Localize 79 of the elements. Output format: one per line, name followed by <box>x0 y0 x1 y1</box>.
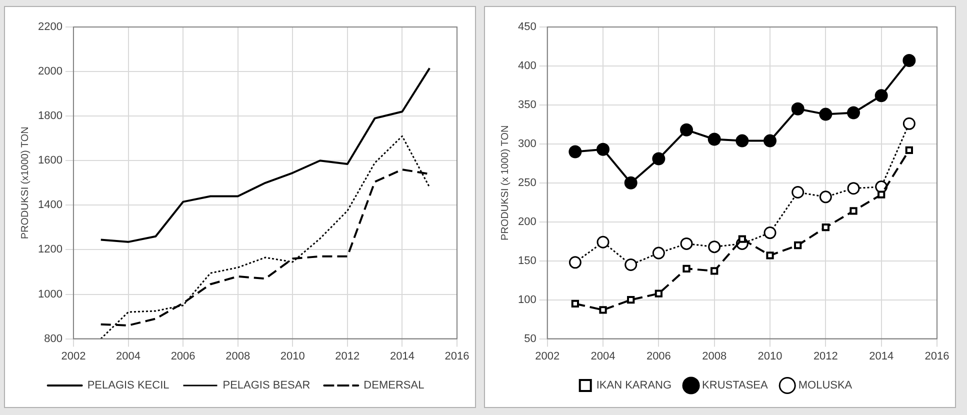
point <box>596 142 610 156</box>
legend-label: PELAGIS KECIL <box>87 380 170 392</box>
point <box>764 134 777 148</box>
point <box>599 306 607 314</box>
legend-label: MOLUSKA <box>798 380 853 392</box>
x-tick-label: 2010 <box>280 350 305 362</box>
point <box>736 134 749 148</box>
y-tick-label: 250 <box>518 176 536 189</box>
point <box>847 182 860 195</box>
point <box>624 176 638 190</box>
point <box>792 186 804 199</box>
legend-label: DEMERSAL <box>364 380 424 392</box>
x-tick-label: 2012 <box>335 350 360 362</box>
x-tick-label: 2016 <box>924 350 950 362</box>
point <box>766 252 774 260</box>
x-tick-label: 2008 <box>226 350 250 362</box>
point <box>902 54 916 68</box>
x-tick-label: 2006 <box>170 350 196 362</box>
y-tick-label: 1200 <box>38 244 62 256</box>
point <box>738 235 746 243</box>
y-tick-label: 350 <box>518 98 536 111</box>
point <box>682 264 690 272</box>
point <box>905 146 913 154</box>
x-tick-label: 2002 <box>61 350 86 362</box>
x-tick-label: 2004 <box>590 350 616 362</box>
point <box>652 246 665 260</box>
y-axis-title: PRODUKSI (x1000) TON <box>20 126 31 240</box>
y-tick-label: 800 <box>44 332 62 345</box>
y-tick-label: 2000 <box>38 66 62 78</box>
y-tick-label: 150 <box>518 254 536 267</box>
legend-label: KRUSTASEA <box>702 380 769 392</box>
point <box>819 190 832 204</box>
point <box>791 102 804 116</box>
point <box>794 241 802 250</box>
point <box>874 89 888 102</box>
point <box>568 145 582 158</box>
point <box>680 237 693 250</box>
point <box>710 267 718 275</box>
point <box>624 258 638 271</box>
y-tick-label: 450 <box>518 21 536 34</box>
point <box>596 236 610 248</box>
point <box>819 108 832 121</box>
point <box>850 207 858 215</box>
x-tick-label: 2014 <box>390 350 414 362</box>
point <box>847 106 860 120</box>
point <box>627 296 635 304</box>
point <box>568 256 582 269</box>
point <box>571 300 580 308</box>
point <box>822 224 830 232</box>
y-tick-label: 400 <box>518 60 536 72</box>
y-tick-label: 200 <box>518 216 536 228</box>
point <box>708 240 721 254</box>
y-tick-label: 1800 <box>38 110 62 122</box>
x-tick-label: 2012 <box>813 350 838 362</box>
y-tick-label: 1600 <box>38 154 62 167</box>
x-tick-label: 2002 <box>535 350 560 362</box>
point <box>708 132 721 146</box>
x-tick-label: 2016 <box>444 350 470 362</box>
x-tick-label: 2006 <box>646 350 671 362</box>
point <box>680 123 694 136</box>
point <box>878 190 886 198</box>
y-axis-title: PRODUKSI (x 1000) TON <box>500 125 511 241</box>
x-tick-label: 2008 <box>702 350 727 362</box>
point <box>652 152 666 166</box>
y-tick-label: 1400 <box>38 199 62 212</box>
y-tick-label: 2200 <box>38 21 62 34</box>
y-tick-label: 300 <box>518 138 536 150</box>
x-tick-label: 2010 <box>758 350 782 362</box>
point <box>902 117 916 130</box>
line-series <box>100 135 430 339</box>
point <box>654 290 663 298</box>
y-tick-label: 1000 <box>38 288 62 300</box>
y-tick-label: 50 <box>524 332 536 345</box>
legend-label: IKAN KARANG <box>596 380 672 392</box>
y-tick-label: 100 <box>518 294 536 306</box>
legend-label: PELAGIS BESAR <box>222 380 310 392</box>
x-tick-label: 2004 <box>116 350 141 362</box>
x-tick-label: 2014 <box>869 350 894 362</box>
point <box>764 226 776 240</box>
